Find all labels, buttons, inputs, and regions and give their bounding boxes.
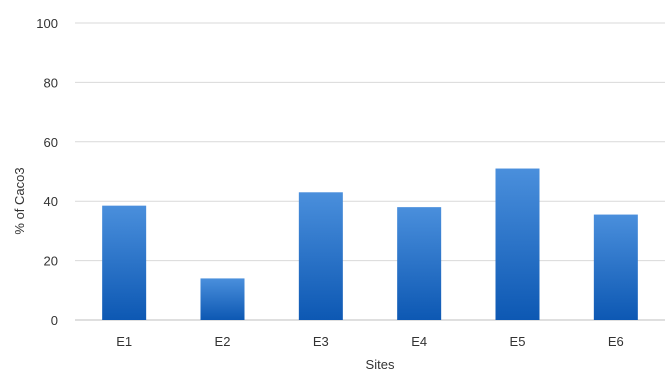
y-tick-label: 60 [44,135,58,150]
x-axis-ticks: E1 E2 E3 E4 E5 E6 [116,334,624,349]
x-tick-label-e4: E4 [411,334,427,349]
x-tick-label-e1: E1 [116,334,132,349]
x-tick-label-e5: E5 [510,334,526,349]
bar-e1 [102,205,147,320]
y-tick-label: 0 [51,313,58,328]
bars [102,168,638,320]
gridlines [75,22,665,321]
bar-e4 [397,207,442,320]
y-axis-ticks: 0 20 40 60 80 100 [36,16,58,328]
y-tick-label: 80 [44,75,58,90]
x-axis-title: Sites [366,357,395,372]
x-tick-label-e6: E6 [608,334,624,349]
bar-e5 [495,168,540,320]
y-tick-label: 20 [44,254,58,269]
bar-e6 [593,214,638,320]
y-tick-label: 40 [44,194,58,209]
y-axis-title: % of Caco3 [12,167,27,234]
x-tick-label-e2: E2 [215,334,231,349]
bar-e2 [200,278,245,320]
bar-e3 [298,192,343,320]
x-tick-label-e3: E3 [313,334,329,349]
y-tick-label: 100 [36,16,58,31]
